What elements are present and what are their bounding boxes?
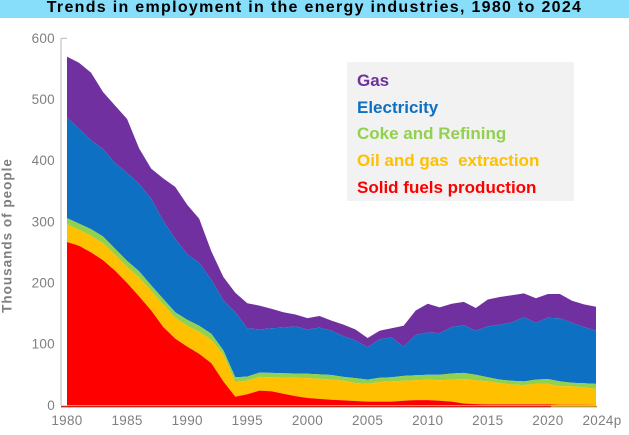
svg-text:500: 500 (32, 92, 55, 107)
svg-text:1990: 1990 (172, 413, 203, 428)
svg-text:400: 400 (32, 153, 55, 168)
svg-text:0: 0 (47, 398, 55, 413)
svg-text:1985: 1985 (111, 413, 142, 428)
svg-text:2015: 2015 (472, 413, 503, 428)
svg-text:1980: 1980 (51, 413, 82, 428)
svg-text:600: 600 (32, 31, 55, 46)
svg-text:1995: 1995 (232, 413, 263, 428)
svg-text:2005: 2005 (352, 413, 383, 428)
svg-text:2010: 2010 (412, 413, 443, 428)
svg-text:2024p: 2024p (582, 413, 621, 428)
svg-text:2020: 2020 (532, 413, 563, 428)
svg-text:300: 300 (32, 214, 55, 229)
svg-text:100: 100 (32, 337, 55, 352)
svg-text:200: 200 (32, 276, 55, 291)
svg-text:2000: 2000 (292, 413, 323, 428)
